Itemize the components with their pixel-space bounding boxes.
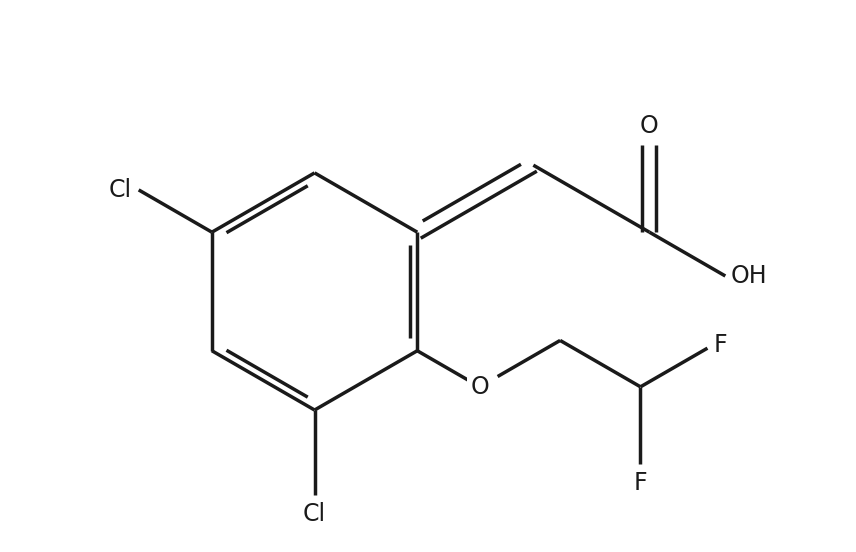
Text: OH: OH [730,264,767,288]
Text: O: O [471,375,489,399]
Text: O: O [640,114,659,139]
Text: F: F [633,471,647,495]
Text: Cl: Cl [109,178,132,202]
Text: Cl: Cl [303,502,326,526]
Text: F: F [714,333,728,357]
